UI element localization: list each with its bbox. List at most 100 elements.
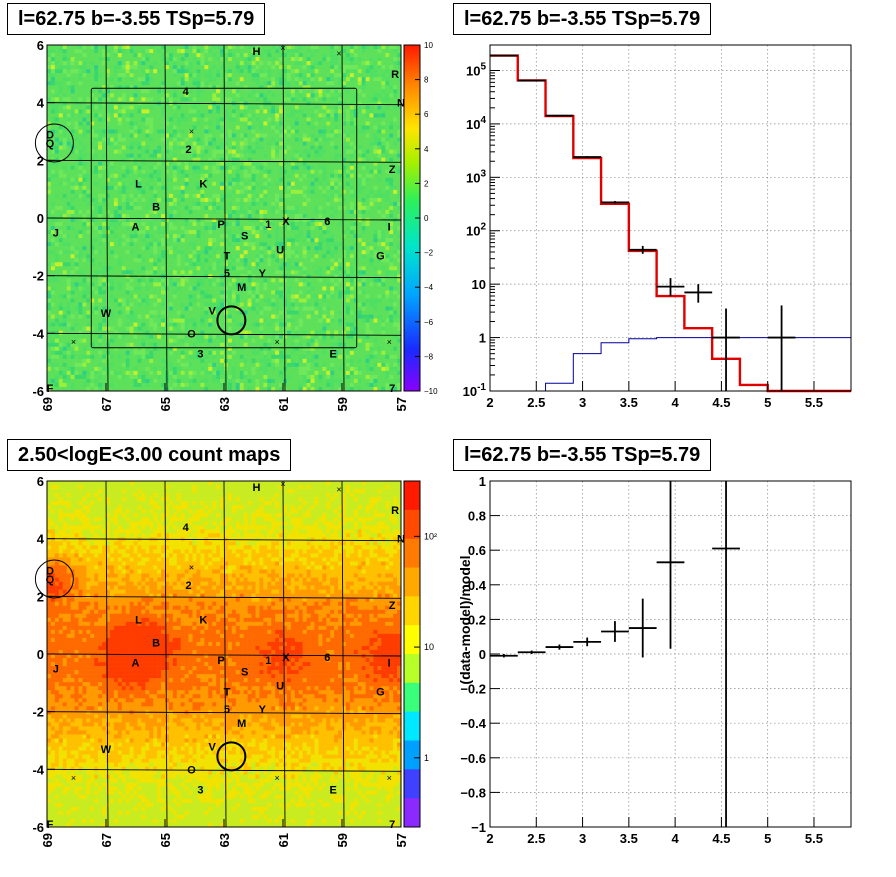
- heatmap-pixel: [294, 57, 300, 62]
- heatmap-pixel: [161, 234, 166, 239]
- heatmap-pixel: [70, 218, 75, 223]
- heatmap-pixel: [338, 165, 343, 171]
- heatmap-pixel: [62, 254, 67, 259]
- heatmap-pixel: [224, 97, 229, 102]
- heatmap-pixel: [133, 129, 138, 134]
- heatmap-pixel: [196, 218, 201, 223]
- heatmap-pixel: [279, 65, 284, 70]
- heatmap-pixel: [74, 193, 79, 199]
- heatmap-pixel: [102, 238, 107, 243]
- heatmap-pixel: [117, 209, 123, 215]
- heatmap-pixel: [145, 193, 150, 199]
- heatmap-pixel: [306, 193, 311, 199]
- heatmap-pixel: [322, 57, 327, 62]
- heatmap-pixel: [224, 266, 229, 271]
- heatmap-pixel: [149, 246, 154, 251]
- heatmap-pixel: [74, 53, 79, 58]
- heatmap-pixel: [306, 73, 311, 78]
- heatmap-pixel: [345, 218, 351, 223]
- heatmap-pixel: [322, 149, 327, 154]
- heatmap-pixel: [369, 53, 374, 58]
- heatmap-pixel: [58, 45, 64, 50]
- heatmap-pixel: [271, 129, 276, 134]
- heatmap-pixel: [149, 197, 154, 203]
- heatmap-pixel: [102, 49, 107, 54]
- heatmap-pixel: [121, 45, 126, 50]
- heatmap-pixel: [357, 173, 362, 179]
- heatmap-pixel: [212, 61, 217, 66]
- heatmap-pixel: [54, 145, 60, 150]
- heatmap-pixel: [397, 161, 402, 166]
- heatmap-pixel: [129, 197, 134, 203]
- heatmap-pixel: [47, 45, 52, 50]
- heatmap-pixel: [381, 85, 386, 90]
- heatmap-pixel: [279, 254, 284, 259]
- heatmap-pixel: [196, 117, 201, 122]
- heatmap-pixel: [113, 205, 119, 211]
- heatmap-pixel: [129, 73, 134, 78]
- heatmap-pixel: [286, 205, 292, 211]
- heatmap-pixel: [310, 262, 315, 267]
- heatmap-pixel: [106, 250, 111, 255]
- heatmap-pixel: [393, 222, 398, 227]
- heatmap-pixel: [216, 173, 221, 179]
- heatmap-pixel: [74, 121, 79, 126]
- heatmap-pixel: [165, 49, 170, 54]
- heatmap-pixel: [200, 133, 205, 138]
- heatmap-pixel: [176, 125, 182, 130]
- heatmap-pixel: [184, 246, 189, 251]
- heatmap-pixel: [353, 246, 359, 251]
- heatmap-pixel: [298, 205, 303, 211]
- heatmap-pixel: [251, 242, 256, 247]
- heatmap-pixel: [78, 234, 83, 239]
- heatmap-pixel: [302, 153, 307, 158]
- heatmap-pixel: [239, 250, 244, 255]
- heatmap-pixel: [137, 218, 142, 223]
- heatmap-pixel: [188, 49, 193, 54]
- heatmap-pixel: [70, 85, 75, 90]
- heatmap-pixel: [393, 77, 398, 82]
- heatmap-pixel: [275, 93, 280, 98]
- heatmap-pixel: [334, 53, 339, 58]
- heatmap-pixel: [82, 218, 87, 223]
- heatmap-pixel: [290, 238, 296, 243]
- heatmap-pixel: [220, 205, 225, 211]
- heatmap-pixel: [275, 81, 280, 86]
- heatmap-pixel: [165, 189, 170, 195]
- heatmap-pixel: [50, 149, 56, 154]
- heatmap-pixel: [66, 226, 71, 231]
- heatmap-pixel: [62, 97, 67, 102]
- heatmap-pixel: [322, 242, 327, 247]
- heatmap-pixel: [50, 193, 56, 199]
- heatmap-pixel: [267, 97, 272, 102]
- heatmap-pixel: [357, 73, 362, 78]
- heatmap-pixel: [192, 201, 197, 207]
- heatmap-pixel: [82, 45, 87, 50]
- heatmap-pixel: [180, 246, 185, 251]
- heatmap-pixel: [141, 169, 146, 175]
- heatmap-pixel: [102, 185, 107, 191]
- heatmap-pixel: [306, 201, 311, 207]
- heatmap-pixel: [224, 262, 229, 267]
- heatmap-pixel: [318, 49, 323, 54]
- heatmap-pixel: [172, 133, 178, 138]
- heatmap-pixel: [121, 266, 126, 271]
- heatmap-pixel: [66, 93, 71, 98]
- heatmap-pixel: [62, 266, 67, 271]
- heatmap-pixel: [330, 205, 335, 211]
- heatmap-pixel: [192, 97, 197, 102]
- heatmap-pixel: [102, 177, 107, 183]
- heatmap-pixel: [330, 57, 335, 62]
- heatmap-pixel: [54, 246, 60, 251]
- heatmap-pixel: [271, 125, 276, 130]
- heatmap-pixel: [157, 141, 162, 146]
- heatmap-pixel: [357, 53, 362, 58]
- heatmap-pixel: [180, 157, 185, 162]
- heatmap-pixel: [381, 81, 386, 86]
- heatmap-pixel: [251, 145, 256, 150]
- heatmap-pixel: [153, 250, 158, 255]
- heatmap-pixel: [74, 105, 79, 110]
- heatmap-pixel: [310, 161, 315, 166]
- heatmap-pixel: [220, 169, 225, 175]
- heatmap-pixel: [381, 238, 386, 243]
